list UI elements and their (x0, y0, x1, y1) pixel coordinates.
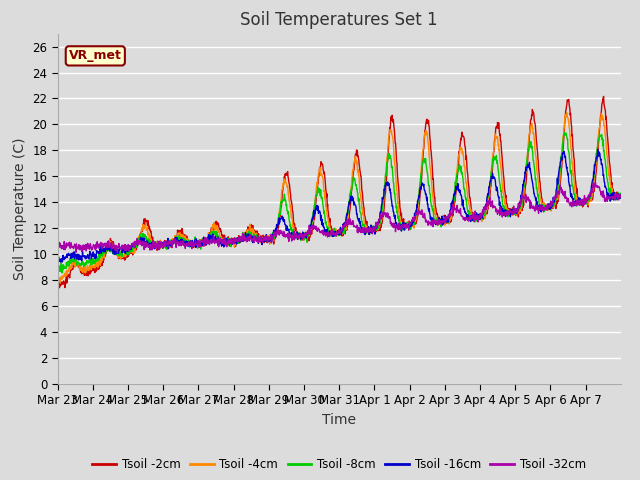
Tsoil -16cm (54, 255, 61, 261)
Tsoil -2cm (142, 218, 150, 224)
Tsoil -16cm (472, 212, 480, 217)
Tsoil -16cm (57, 259, 65, 265)
Y-axis label: Soil Temperature (C): Soil Temperature (C) (13, 138, 27, 280)
Tsoil -4cm (54, 280, 61, 286)
Tsoil -16cm (594, 146, 602, 152)
Tsoil -4cm (563, 110, 571, 116)
Tsoil -2cm (472, 217, 480, 223)
Line: Tsoil -16cm: Tsoil -16cm (58, 149, 621, 262)
Tsoil -16cm (611, 190, 618, 195)
Tsoil -2cm (54, 280, 61, 286)
Title: Soil Temperatures Set 1: Soil Temperatures Set 1 (241, 11, 438, 29)
Tsoil -2cm (314, 180, 322, 186)
Tsoil -32cm (591, 180, 599, 185)
Tsoil -32cm (611, 194, 618, 200)
Tsoil -2cm (555, 193, 563, 199)
Line: Tsoil -2cm: Tsoil -2cm (58, 96, 621, 288)
X-axis label: Time: Time (322, 413, 356, 427)
Tsoil -8cm (54, 271, 61, 277)
Tsoil -8cm (561, 130, 568, 135)
Tsoil -32cm (54, 244, 61, 250)
Tsoil -32cm (555, 192, 563, 197)
Tsoil -8cm (610, 195, 618, 201)
Tsoil -8cm (617, 190, 625, 196)
Line: Tsoil -4cm: Tsoil -4cm (58, 113, 621, 283)
Tsoil -4cm (314, 178, 321, 183)
Tsoil -32cm (617, 194, 625, 200)
Tsoil -8cm (472, 216, 480, 221)
Tsoil -2cm (611, 192, 618, 197)
Tsoil -16cm (142, 244, 150, 250)
Tsoil -32cm (113, 250, 121, 255)
Line: Tsoil -32cm: Tsoil -32cm (58, 182, 621, 252)
Tsoil -32cm (472, 214, 480, 219)
Tsoil -32cm (142, 244, 150, 250)
Tsoil -2cm (325, 214, 333, 219)
Tsoil -8cm (142, 237, 150, 242)
Line: Tsoil -8cm: Tsoil -8cm (58, 132, 621, 274)
Tsoil -16cm (314, 204, 322, 210)
Tsoil -4cm (142, 222, 150, 228)
Tsoil -4cm (555, 188, 563, 194)
Tsoil -8cm (314, 184, 321, 190)
Text: VR_met: VR_met (69, 49, 122, 62)
Legend: Tsoil -2cm, Tsoil -4cm, Tsoil -8cm, Tsoil -16cm, Tsoil -32cm: Tsoil -2cm, Tsoil -4cm, Tsoil -8cm, Tsoi… (88, 454, 591, 476)
Tsoil -16cm (617, 193, 625, 199)
Tsoil -4cm (324, 219, 332, 225)
Tsoil -2cm (617, 195, 625, 201)
Tsoil -32cm (325, 230, 333, 236)
Tsoil -2cm (600, 94, 607, 99)
Tsoil -8cm (555, 177, 563, 182)
Tsoil -4cm (617, 192, 625, 198)
Tsoil -8cm (324, 225, 332, 231)
Tsoil -4cm (472, 212, 480, 218)
Tsoil -16cm (325, 230, 333, 236)
Tsoil -32cm (314, 226, 322, 232)
Tsoil -4cm (610, 195, 618, 201)
Tsoil -16cm (555, 169, 563, 175)
Tsoil -2cm (56, 285, 63, 290)
